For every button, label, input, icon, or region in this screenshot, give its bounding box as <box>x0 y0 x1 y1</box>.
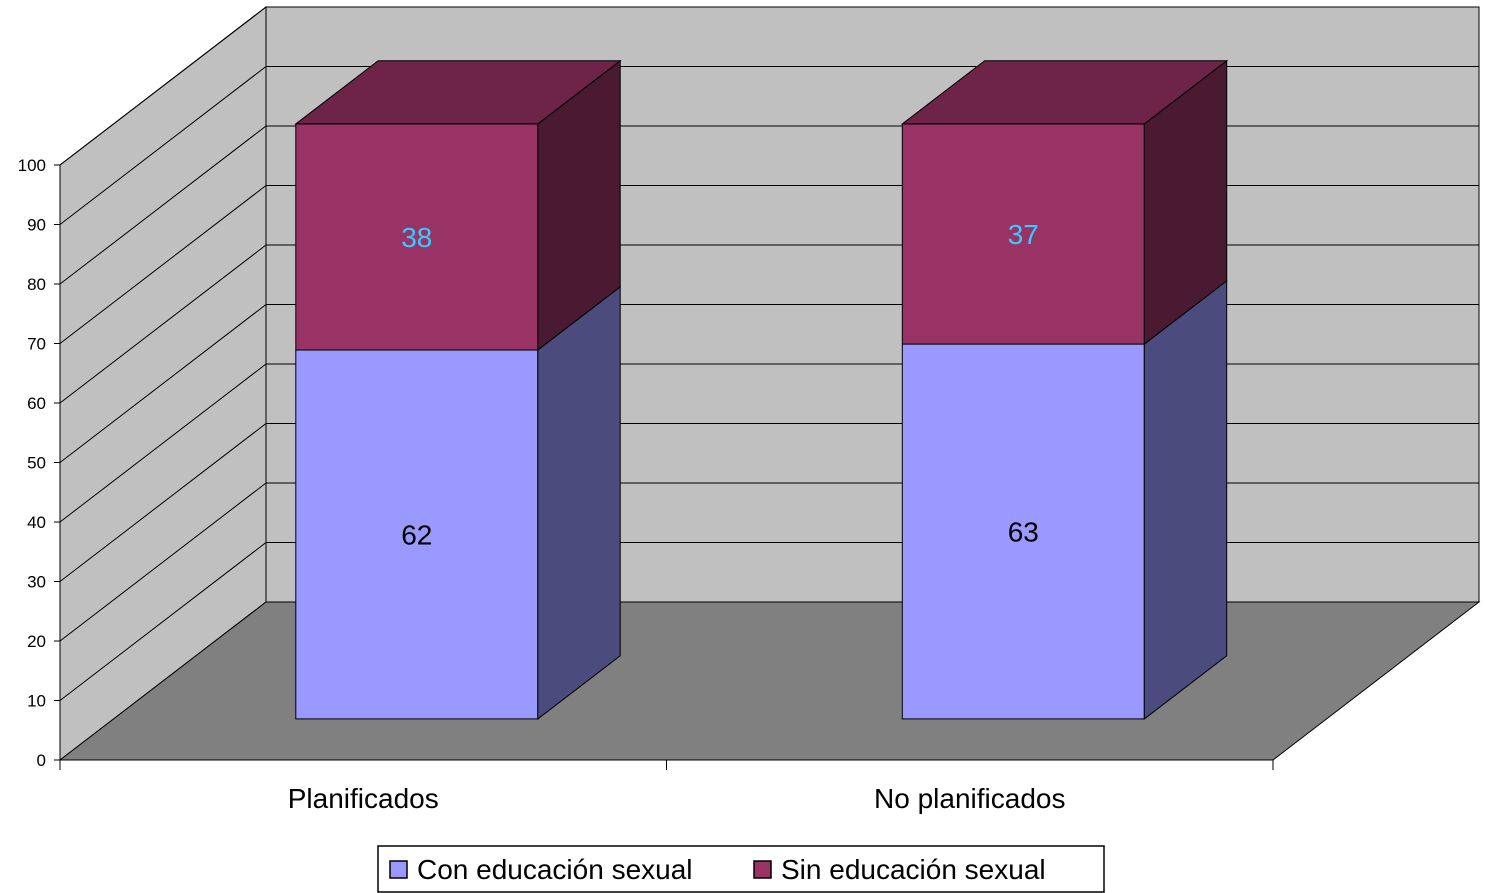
y-axis: 0 10 20 30 40 50 60 70 80 90 100 <box>18 156 61 770</box>
y-tick-label: 70 <box>27 335 46 354</box>
y-tick-label: 90 <box>27 216 46 235</box>
legend-swatch <box>753 860 772 879</box>
bar-segment-side <box>537 285 621 720</box>
data-label: 63 <box>1008 516 1039 547</box>
data-label: 62 <box>401 519 432 550</box>
x-axis: Planificados No planificados <box>59 759 1274 814</box>
legend-label: Sin educación sexual <box>781 854 1046 885</box>
data-labels: 62 38 63 37 <box>401 219 1039 550</box>
legend-swatch <box>389 860 408 879</box>
data-label: 37 <box>1008 219 1039 250</box>
floor <box>58 601 1481 761</box>
y-tick-label: 50 <box>27 454 46 473</box>
y-tick-label: 100 <box>18 156 46 175</box>
x-category-label: Planificados <box>288 783 439 814</box>
y-tick-label: 80 <box>27 275 46 294</box>
legend[interactable]: Con educación sexual Sin educación sexual <box>377 845 1105 893</box>
bar-segment <box>901 343 1145 720</box>
bar-segment <box>901 123 1145 345</box>
legend-box <box>377 845 1105 893</box>
y-tick-label: 0 <box>37 751 46 770</box>
bar-top <box>294 60 622 125</box>
legend-label: Con educación sexual <box>417 854 693 885</box>
bar-segment <box>295 349 539 720</box>
bars <box>294 59 1229 720</box>
y-tick-label: 10 <box>27 692 46 711</box>
y-tick-label: 60 <box>27 394 46 413</box>
gridline <box>59 6 1479 166</box>
data-label: 38 <box>401 222 432 253</box>
y-tick-label: 20 <box>27 632 46 651</box>
chart-walls <box>58 5 1481 762</box>
y-tick-label: 30 <box>27 573 46 592</box>
y-tick-label: 40 <box>27 513 46 532</box>
bar-top <box>900 60 1229 125</box>
bar-segment-side <box>1143 279 1228 720</box>
x-category-label: No planificados <box>874 783 1065 814</box>
bar-segment <box>295 123 539 351</box>
